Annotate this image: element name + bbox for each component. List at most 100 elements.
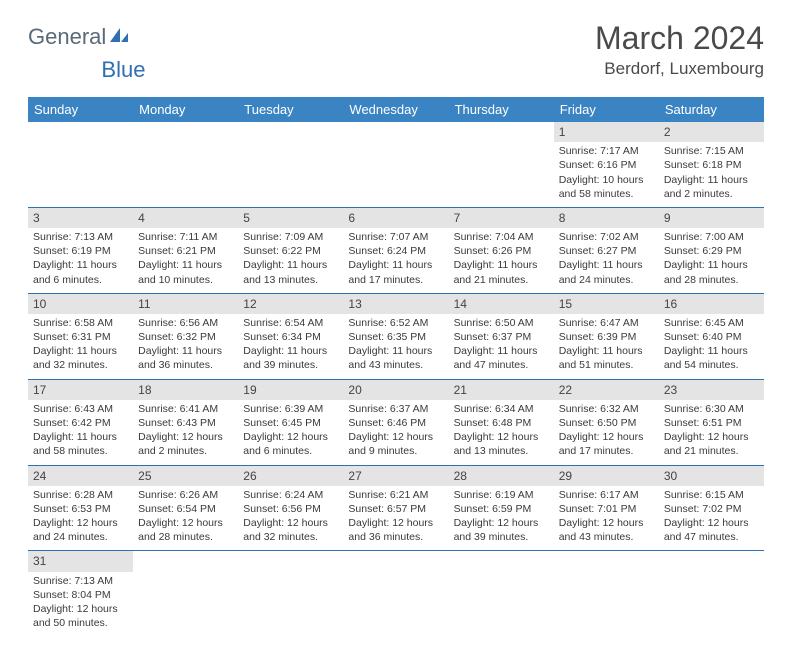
sunrise-text: Sunrise: 7:13 AM [33,574,128,588]
sunrise-text: Sunrise: 6:41 AM [138,402,233,416]
sunset-text: Sunset: 6:34 PM [243,330,338,344]
daylight-text: Daylight: 11 hours and 43 minutes. [348,344,443,372]
sunrise-text: Sunrise: 7:02 AM [559,230,654,244]
daylight-text: Daylight: 12 hours and 43 minutes. [559,516,654,544]
day-number: 26 [238,466,343,486]
day-number: 21 [449,380,554,400]
sunset-text: Sunset: 6:57 PM [348,502,443,516]
weekday-header: Monday [133,97,238,122]
calendar-week-row: 10Sunrise: 6:58 AMSunset: 6:31 PMDayligh… [28,293,764,379]
daylight-text: Daylight: 11 hours and 17 minutes. [348,258,443,286]
daylight-text: Daylight: 12 hours and 21 minutes. [664,430,759,458]
day-number: 30 [659,466,764,486]
day-number: 14 [449,294,554,314]
calendar-day-cell: 21Sunrise: 6:34 AMSunset: 6:48 PMDayligh… [449,379,554,465]
day-number: 31 [28,551,133,571]
sunset-text: Sunset: 6:43 PM [138,416,233,430]
calendar-week-row: 31Sunrise: 7:13 AMSunset: 8:04 PMDayligh… [28,551,764,636]
sunset-text: Sunset: 6:31 PM [33,330,128,344]
daylight-text: Daylight: 11 hours and 39 minutes. [243,344,338,372]
month-title: March 2024 [595,20,764,57]
calendar-empty-cell [28,122,133,207]
day-number: 11 [133,294,238,314]
calendar-day-cell: 12Sunrise: 6:54 AMSunset: 6:34 PMDayligh… [238,293,343,379]
calendar-day-cell: 14Sunrise: 6:50 AMSunset: 6:37 PMDayligh… [449,293,554,379]
weekday-header: Tuesday [238,97,343,122]
calendar-body: 1Sunrise: 7:17 AMSunset: 6:16 PMDaylight… [28,122,764,636]
calendar-table: Sunday Monday Tuesday Wednesday Thursday… [28,97,764,636]
sunset-text: Sunset: 6:46 PM [348,416,443,430]
daylight-text: Daylight: 12 hours and 24 minutes. [33,516,128,544]
sunset-text: Sunset: 8:04 PM [33,588,128,602]
daylight-text: Daylight: 12 hours and 6 minutes. [243,430,338,458]
daylight-text: Daylight: 11 hours and 51 minutes. [559,344,654,372]
daylight-text: Daylight: 11 hours and 58 minutes. [33,430,128,458]
sunrise-text: Sunrise: 6:37 AM [348,402,443,416]
calendar-day-cell: 25Sunrise: 6:26 AMSunset: 6:54 PMDayligh… [133,465,238,551]
calendar-empty-cell [133,122,238,207]
sunrise-text: Sunrise: 6:56 AM [138,316,233,330]
calendar-day-cell: 23Sunrise: 6:30 AMSunset: 6:51 PMDayligh… [659,379,764,465]
daylight-text: Daylight: 12 hours and 17 minutes. [559,430,654,458]
daylight-text: Daylight: 11 hours and 10 minutes. [138,258,233,286]
calendar-day-cell: 3Sunrise: 7:13 AMSunset: 6:19 PMDaylight… [28,207,133,293]
sunrise-text: Sunrise: 6:47 AM [559,316,654,330]
calendar-day-cell: 31Sunrise: 7:13 AMSunset: 8:04 PMDayligh… [28,551,133,636]
calendar-day-cell: 30Sunrise: 6:15 AMSunset: 7:02 PMDayligh… [659,465,764,551]
sunrise-text: Sunrise: 6:43 AM [33,402,128,416]
sunset-text: Sunset: 6:21 PM [138,244,233,258]
day-number: 16 [659,294,764,314]
calendar-week-row: 24Sunrise: 6:28 AMSunset: 6:53 PMDayligh… [28,465,764,551]
day-number: 23 [659,380,764,400]
sunset-text: Sunset: 6:22 PM [243,244,338,258]
sunrise-text: Sunrise: 6:58 AM [33,316,128,330]
calendar-empty-cell [449,122,554,207]
daylight-text: Daylight: 11 hours and 21 minutes. [454,258,549,286]
day-number: 28 [449,466,554,486]
calendar-day-cell: 28Sunrise: 6:19 AMSunset: 6:59 PMDayligh… [449,465,554,551]
day-number: 24 [28,466,133,486]
sunset-text: Sunset: 6:39 PM [559,330,654,344]
sunset-text: Sunset: 6:54 PM [138,502,233,516]
weekday-header: Saturday [659,97,764,122]
calendar-empty-cell [238,551,343,636]
sunset-text: Sunset: 6:32 PM [138,330,233,344]
day-number: 2 [659,122,764,142]
day-number: 13 [343,294,448,314]
sunset-text: Sunset: 6:18 PM [664,158,759,172]
sunset-text: Sunset: 6:27 PM [559,244,654,258]
sunset-text: Sunset: 6:19 PM [33,244,128,258]
daylight-text: Daylight: 12 hours and 47 minutes. [664,516,759,544]
title-block: March 2024 Berdorf, Luxembourg [595,20,764,79]
daylight-text: Daylight: 12 hours and 2 minutes. [138,430,233,458]
sunrise-text: Sunrise: 7:04 AM [454,230,549,244]
sunrise-text: Sunrise: 6:45 AM [664,316,759,330]
sunrise-text: Sunrise: 7:17 AM [559,144,654,158]
day-number: 6 [343,208,448,228]
sunset-text: Sunset: 6:29 PM [664,244,759,258]
daylight-text: Daylight: 12 hours and 39 minutes. [454,516,549,544]
day-number: 9 [659,208,764,228]
weekday-header: Wednesday [343,97,448,122]
sunset-text: Sunset: 7:01 PM [559,502,654,516]
sunset-text: Sunset: 6:48 PM [454,416,549,430]
logo-sail-icon [108,24,130,50]
calendar-day-cell: 5Sunrise: 7:09 AMSunset: 6:22 PMDaylight… [238,207,343,293]
sunrise-text: Sunrise: 6:32 AM [559,402,654,416]
sunrise-text: Sunrise: 7:09 AM [243,230,338,244]
sunrise-text: Sunrise: 6:15 AM [664,488,759,502]
daylight-text: Daylight: 11 hours and 6 minutes. [33,258,128,286]
calendar-week-row: 3Sunrise: 7:13 AMSunset: 6:19 PMDaylight… [28,207,764,293]
sunset-text: Sunset: 6:16 PM [559,158,654,172]
calendar-empty-cell [133,551,238,636]
weekday-header: Sunday [28,97,133,122]
daylight-text: Daylight: 10 hours and 58 minutes. [559,173,654,201]
day-number: 3 [28,208,133,228]
calendar-week-row: 17Sunrise: 6:43 AMSunset: 6:42 PMDayligh… [28,379,764,465]
daylight-text: Daylight: 11 hours and 36 minutes. [138,344,233,372]
day-number: 1 [554,122,659,142]
sunrise-text: Sunrise: 6:24 AM [243,488,338,502]
daylight-text: Daylight: 11 hours and 54 minutes. [664,344,759,372]
calendar-day-cell: 2Sunrise: 7:15 AMSunset: 6:18 PMDaylight… [659,122,764,207]
sunrise-text: Sunrise: 7:07 AM [348,230,443,244]
